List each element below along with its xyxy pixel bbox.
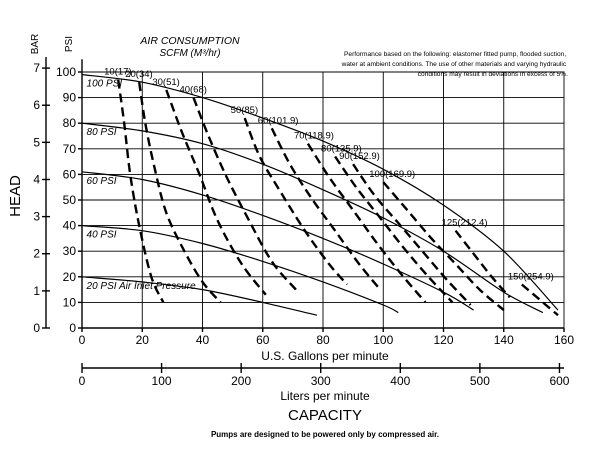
air-consumption-label: 20(34) — [125, 69, 152, 80]
air-consumption-curve — [243, 117, 348, 286]
x-tick-label: 160 — [554, 333, 574, 347]
pressure-curve — [81, 225, 399, 314]
y-tick-label-bar: 7 — [33, 61, 40, 75]
y-tick-label-psi: 80 — [63, 116, 77, 130]
curve-labels: 100 PSI 80 PSI 60 PSI 40 PSI 20 PSI Air Inle… — [86, 67, 554, 292]
chart-title: AIR CONSUMPTION — [139, 35, 240, 47]
pressure-curve-label: 40 PSI — [87, 230, 117, 241]
pressure-curve — [81, 276, 318, 316]
y-tick-label-psi: 40 — [63, 219, 77, 233]
air-consumption-label: 30(51) — [152, 77, 179, 88]
x-tick-label: 120 — [433, 333, 453, 347]
pressure-curve-label: 100 PSI — [87, 79, 123, 90]
air-consumption-curve — [138, 82, 222, 304]
lpm-tick-label: 400 — [390, 374, 410, 388]
y-tick-label-psi: 0 — [69, 321, 76, 335]
y-tick-label-bar: 2 — [33, 247, 40, 261]
y-tick-label-bar: 1 — [33, 284, 40, 298]
air-consumption-curve — [270, 127, 382, 291]
y-tick-label-bar: 3 — [33, 210, 40, 224]
air-consumption-label: 70(118.9) — [294, 131, 334, 142]
y-tick-label-bar: 4 — [33, 172, 40, 186]
pressure-curve-label: 80 PSI — [87, 127, 117, 138]
x-tick-label: 20 — [136, 333, 150, 347]
air-consumption-curve — [382, 181, 505, 312]
air-consumption-curve — [454, 229, 511, 299]
x-tick-label: 100 — [373, 333, 393, 347]
x-axis-label-gpm: U.S. Gallons per minute — [261, 349, 389, 363]
axes: 0 20 40 60 80 100 120 140 1600102030405060708090… — [33, 56, 574, 388]
x-tick-label: 40 — [196, 333, 210, 347]
air-consumption-curve — [521, 283, 559, 317]
x-axis-label-lpm: Liters per minute — [280, 389, 370, 403]
air-consumption-label: 10(17) — [104, 67, 131, 78]
performance-note: Performance based on the following: elas… — [341, 51, 569, 78]
capacity-label: CAPACITY — [288, 407, 362, 424]
y-tick-label-psi: 60 — [63, 167, 77, 181]
y-tick-label-psi: 50 — [63, 193, 77, 207]
air-consumption-label: 80(135.9) — [321, 143, 362, 154]
air-consumption-label: 40(68) — [179, 85, 206, 96]
x-tick-label: 60 — [256, 333, 270, 347]
unit-psi-label: PSI — [64, 36, 75, 52]
air-consumption-label: 100(169.9) — [369, 169, 415, 180]
pressure-curve — [81, 74, 559, 311]
pressure-curve — [81, 171, 474, 311]
y-tick-label-psi: 10 — [63, 295, 77, 309]
x-tick-label: 140 — [494, 333, 514, 347]
air-consumption-label: 50(85) — [231, 105, 258, 116]
x-tick-label: 80 — [316, 333, 330, 347]
air-consumption-label: 150(254.9) — [508, 271, 554, 282]
y-axis-label: HEAD — [7, 175, 24, 217]
footer-note: Pumps are designed to be powered only by… — [211, 430, 439, 439]
lpm-tick-label: 100 — [152, 374, 172, 388]
y-tick-label-bar: 0 — [33, 321, 40, 335]
chart-subtitle: SCFM (M³/hr) — [159, 48, 220, 59]
pressure-curve — [81, 122, 544, 314]
pressure-curve-label: 20 PSI Air Inlet Pressure — [86, 281, 197, 292]
lpm-tick-label: 500 — [470, 374, 490, 388]
air-consumption-curve — [352, 163, 472, 306]
y-tick-label-psi: 100 — [56, 65, 76, 79]
x-tick-label: 0 — [79, 333, 86, 347]
unit-bar-label: BAR — [30, 34, 41, 55]
pressure-curves — [81, 74, 559, 316]
lpm-tick-label: 0 — [79, 374, 86, 388]
air-consumption-label: 125(212.4) — [442, 218, 488, 229]
air-consumption-curve — [165, 89, 267, 296]
air-consumption-curve — [306, 143, 427, 304]
air-consumption-label: 60(101.9) — [258, 115, 299, 126]
air-consumption-curve — [334, 155, 454, 304]
pressure-curve-label: 60 PSI — [87, 176, 117, 187]
y-tick-label-psi: 20 — [63, 270, 77, 284]
y-tick-label-bar: 5 — [33, 135, 40, 149]
lpm-tick-label: 600 — [549, 374, 569, 388]
y-tick-label-bar: 6 — [33, 98, 40, 112]
y-tick-label-psi: 30 — [63, 244, 77, 258]
air-consumption-curve — [192, 97, 297, 291]
air-consumption-label: 90(152.9) — [339, 151, 380, 162]
air-consumption-curve — [117, 79, 165, 303]
y-tick-label-psi: 90 — [63, 91, 77, 105]
y-tick-label-psi: 70 — [63, 142, 77, 156]
air-consumption-curves — [117, 79, 559, 317]
lpm-tick-label: 300 — [311, 374, 331, 388]
lpm-tick-label: 200 — [231, 374, 251, 388]
grid-lines — [82, 71, 565, 328]
